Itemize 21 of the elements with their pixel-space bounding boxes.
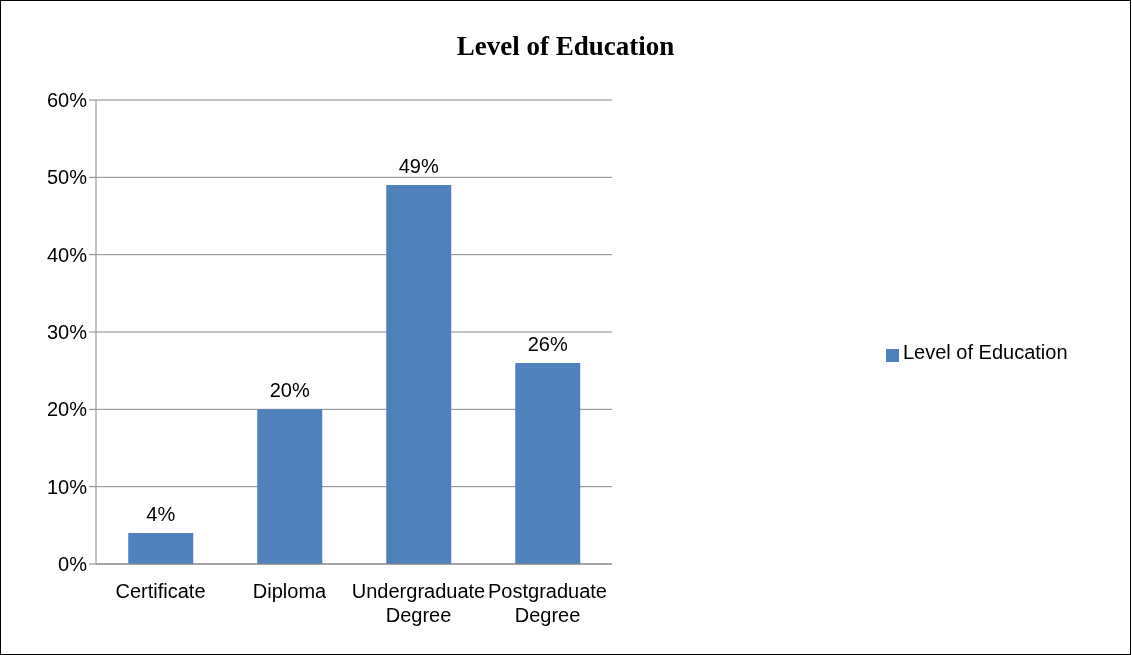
bar [128, 533, 194, 564]
y-tick-label: 20% [46, 398, 88, 421]
x-tick-label: Diploma [252, 580, 328, 602]
x-tick-label: Postgraduate Degree [488, 580, 607, 626]
y-tick-label: 10% [46, 475, 88, 498]
bar [257, 409, 323, 564]
bar [515, 362, 581, 564]
x-tick-label: Undergraduate Degree [351, 580, 486, 626]
x-tick-label: Certificate [115, 580, 206, 602]
chart-title: Level of Education [455, 31, 676, 62]
y-tick-label: 30% [46, 321, 88, 344]
data-label: 4% [146, 503, 176, 526]
data-label: 26% [527, 332, 568, 355]
y-tick-label: 40% [46, 243, 88, 266]
data-label: 49% [398, 155, 439, 178]
y-tick-label: 60% [46, 89, 88, 112]
legend-label: Level of Education [903, 341, 1068, 363]
y-tick-label: 0% [58, 553, 88, 576]
bar [386, 185, 452, 564]
data-label: 20% [269, 379, 310, 402]
y-tick-label: 50% [46, 166, 88, 189]
